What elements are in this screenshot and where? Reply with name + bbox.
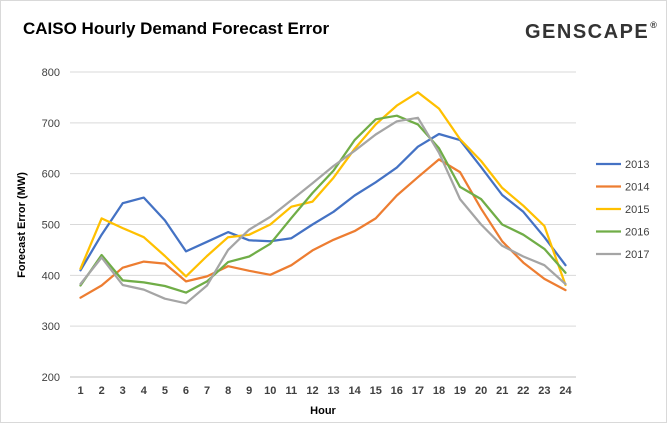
x-tick-label: 18	[433, 385, 445, 397]
legend-label: 2014	[625, 182, 649, 194]
chart-title: CAISO Hourly Demand Forecast Error	[23, 19, 330, 38]
x-tick-label: 1	[77, 385, 83, 397]
series-line-2015	[79, 91, 567, 287]
x-tick-label: 9	[246, 385, 252, 397]
y-tick-label: 600	[42, 169, 60, 181]
x-axis-ticks: 1 2 3 4 5 6 7 8 9 10 11 12 13 14 15 16 17 18 19 20 21 22 23 24	[77, 385, 572, 397]
y-tick-label: 800	[42, 67, 60, 79]
legend-label: 2017	[625, 249, 649, 261]
x-tick-label: 2	[99, 385, 105, 397]
y-tick-label: 700	[42, 118, 60, 130]
x-tick-label: 5	[162, 385, 168, 397]
series-line-2013	[79, 132, 567, 272]
y-tick-label: 400	[42, 270, 60, 282]
x-tick-label: 8	[225, 385, 231, 397]
series-lines	[79, 91, 567, 305]
x-tick-label: 11	[286, 385, 298, 397]
registered-mark: ®	[650, 20, 659, 30]
x-tick-label: 10	[264, 385, 276, 397]
legend-label: 2016	[625, 227, 649, 239]
x-tick-label: 3	[120, 385, 126, 397]
x-tick-label: 24	[559, 385, 572, 397]
x-tick-label: 20	[475, 385, 487, 397]
x-tick-label: 21	[496, 385, 508, 397]
series-line-2016	[79, 114, 567, 294]
x-tick-label: 17	[412, 385, 424, 397]
x-tick-label: 6	[183, 385, 189, 397]
legend: 2013 2014 2015 2016 2017	[596, 159, 649, 261]
x-tick-label: 14	[349, 385, 362, 397]
x-tick-label: 13	[327, 385, 339, 397]
series-line-2014	[79, 158, 567, 299]
x-tick-label: 19	[454, 385, 466, 397]
y-axis-ticks: 200 300 400 500 600 700 800	[42, 67, 60, 384]
genscape-logo: GENSCAPE®	[525, 20, 659, 44]
gridlines	[70, 71, 576, 327]
y-axis-title: Forecast Error (MW)	[16, 172, 28, 278]
x-tick-label: 15	[370, 385, 382, 397]
legend-label: 2013	[625, 159, 649, 171]
x-tick-label: 7	[204, 385, 210, 397]
logo-text: GENSCAPE	[525, 21, 650, 43]
y-tick-label: 300	[42, 321, 60, 333]
x-tick-label: 22	[517, 385, 529, 397]
x-tick-label: 23	[538, 385, 550, 397]
y-tick-label: 500	[42, 220, 60, 232]
x-tick-label: 4	[141, 385, 148, 397]
x-tick-label: 12	[306, 385, 318, 397]
legend-label: 2015	[625, 204, 649, 216]
x-tick-label: 16	[391, 385, 403, 397]
series-line-2017	[79, 116, 567, 305]
x-axis-title: Hour	[310, 405, 336, 417]
y-tick-label: 200	[42, 372, 60, 384]
